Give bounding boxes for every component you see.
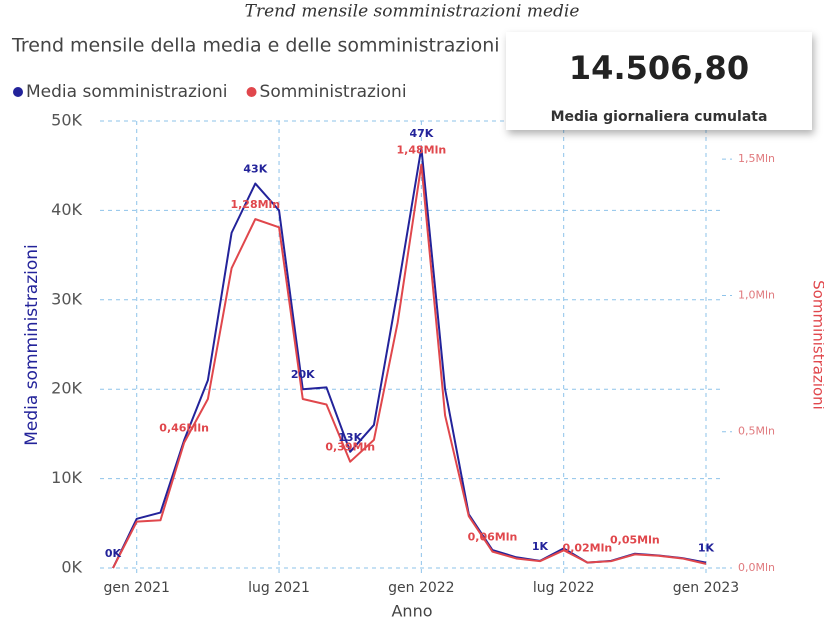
page-title: Trend mensile somministrazioni medie bbox=[245, 2, 580, 22]
y2-tick-label: 0,5Mln bbox=[738, 425, 775, 438]
data-label: 0,39Mln bbox=[325, 441, 375, 454]
y-axis-label: Media somministrazioni bbox=[22, 244, 42, 446]
data-label: 13K bbox=[338, 431, 362, 444]
data-label: 1K bbox=[532, 540, 549, 553]
card-value: 14.506,80 bbox=[569, 49, 749, 87]
y2-tick-label: 1,0Mln bbox=[738, 288, 775, 301]
y2-tick-label: 0,0Mln bbox=[738, 561, 775, 574]
x-tick-label: lug 2022 bbox=[533, 580, 595, 596]
y-tick-label: 40K bbox=[51, 200, 82, 219]
data-label: 0,46Mln bbox=[159, 422, 209, 435]
legend-marker bbox=[13, 87, 23, 97]
data-label: 0,06Mln bbox=[468, 531, 518, 544]
chart-title: Trend mensile della media e delle sommin… bbox=[11, 35, 500, 57]
x-tick-label: gen 2022 bbox=[388, 580, 454, 596]
data-label: 1,28Mln bbox=[230, 198, 280, 211]
y-tick-label: 0K bbox=[61, 558, 82, 577]
legend-label: Media somministrazioni bbox=[26, 82, 228, 102]
y-tick-label: 50K bbox=[51, 111, 82, 130]
legend-marker bbox=[246, 87, 257, 97]
data-label: 20K bbox=[291, 368, 315, 381]
data-label: 1,48Mln bbox=[397, 144, 447, 157]
data-label: 1K bbox=[698, 542, 715, 555]
card-box bbox=[506, 32, 812, 130]
y-tick-label: 20K bbox=[51, 379, 82, 398]
plot: 0K 10K 20K 30K 40K 50K 0,0Mln 0,5Mln 1,0Mln 1,5Ml… bbox=[13, 82, 775, 596]
kpi-card: 14.506,80 Media giornaliera cumulata bbox=[506, 32, 812, 130]
data-label: 0K bbox=[105, 547, 122, 560]
data-label: 0,02Mln bbox=[563, 542, 613, 555]
x-tick-label: gen 2021 bbox=[103, 580, 169, 596]
y2-tick-label: 1,5Mln bbox=[738, 152, 775, 165]
x-axis-label: Anno bbox=[391, 602, 432, 621]
y2-axis-label: Somministrazioni bbox=[810, 280, 824, 410]
data-label: 47K bbox=[409, 127, 433, 140]
data-label: 0,05Mln bbox=[610, 533, 660, 546]
y-tick-label: 30K bbox=[51, 289, 82, 308]
x-tick-label: lug 2021 bbox=[248, 580, 310, 596]
x-tick-label: gen 2023 bbox=[673, 580, 739, 596]
data-label: 43K bbox=[243, 163, 267, 176]
card-label: Media giornaliera cumulata bbox=[551, 109, 768, 125]
legend-label: Somministrazioni bbox=[260, 82, 407, 102]
series-line bbox=[112, 146, 707, 569]
series-line bbox=[112, 163, 707, 569]
y-tick-label: 10K bbox=[51, 468, 82, 487]
